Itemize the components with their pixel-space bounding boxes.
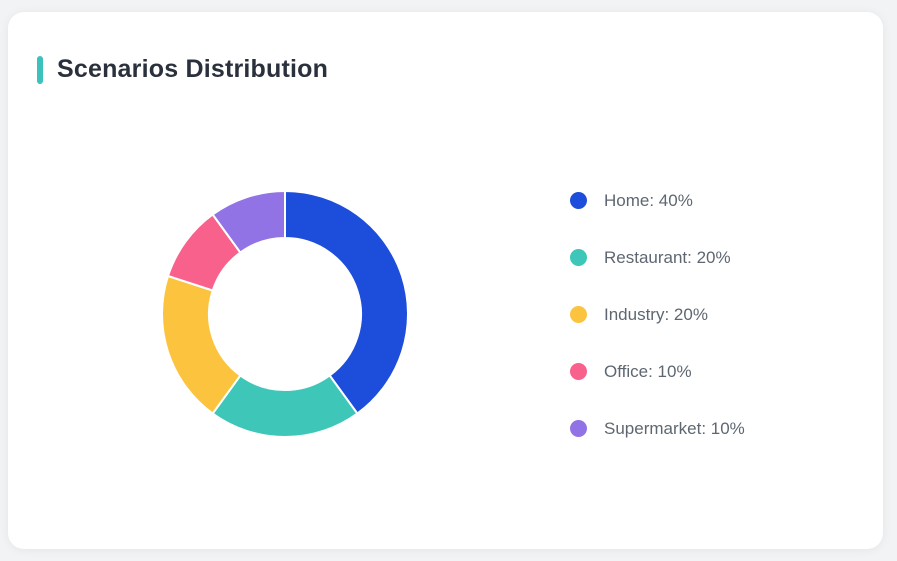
donut-slice-industry bbox=[161, 274, 242, 415]
legend-label: Home: 40% bbox=[604, 190, 693, 210]
legend-label: Supermarket: 10% bbox=[604, 418, 745, 438]
legend-item-industry[interactable]: Industry: 20% bbox=[570, 304, 745, 324]
legend-item-restaurant[interactable]: Restaurant: 20% bbox=[570, 247, 745, 267]
page-title: Scenarios Distribution bbox=[57, 55, 329, 83]
scenarios-distribution-card: Scenarios Distribution Home: 40% Restaura… bbox=[8, 12, 883, 549]
legend: Home: 40% Restaurant: 20% Industry: 20% Off… bbox=[570, 190, 745, 438]
legend-swatch-icon bbox=[570, 305, 587, 323]
legend-swatch-icon bbox=[570, 419, 587, 437]
legend-swatch-icon bbox=[570, 248, 587, 266]
title-accent-bar bbox=[37, 55, 43, 84]
legend-item-home[interactable]: Home: 40% bbox=[570, 190, 745, 210]
donut-slice-home bbox=[284, 190, 409, 415]
donut-slice-supermarket bbox=[211, 190, 286, 254]
legend-swatch-icon bbox=[570, 362, 587, 380]
legend-label: Office: 10% bbox=[604, 361, 692, 381]
chart-area: Home: 40% Restaurant: 20% Industry: 20% Off… bbox=[160, 189, 883, 439]
legend-label: Industry: 20% bbox=[604, 304, 708, 324]
donut-chart bbox=[161, 190, 409, 438]
legend-item-office[interactable]: Office: 10% bbox=[570, 361, 745, 381]
card-header: Scenarios Distribution bbox=[37, 55, 883, 84]
legend-label: Restaurant: 20% bbox=[604, 247, 731, 267]
legend-swatch-icon bbox=[570, 191, 587, 209]
legend-item-supermarket[interactable]: Supermarket: 10% bbox=[570, 418, 745, 438]
donut-chart-canvas bbox=[160, 189, 410, 439]
